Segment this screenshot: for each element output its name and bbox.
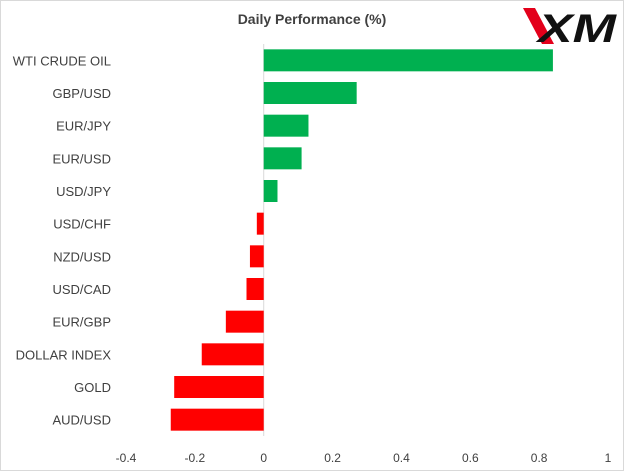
x-tick-label: 0	[260, 451, 267, 465]
category-label: EUR/JPY	[56, 119, 111, 134]
bar-usd-cad	[246, 278, 264, 300]
x-tick-label: 0.8	[531, 451, 548, 465]
category-label: USD/CHF	[53, 217, 111, 232]
x-tick-labels: -0.4 -0.2 0 0.2 0.4 0.6 0.8 1	[116, 451, 612, 465]
bar-eur-usd	[263, 147, 302, 170]
bar-dollar-index	[201, 343, 264, 366]
category-label: WTI CRUDE OIL	[13, 53, 111, 68]
bars-layer	[170, 49, 553, 431]
x-tick-label: 0.4	[393, 451, 410, 465]
bar-eur-gbp	[225, 310, 264, 333]
x-tick-label: 1	[605, 451, 612, 465]
category-label: GOLD	[74, 380, 111, 395]
bar-usd-jpy	[263, 180, 278, 202]
bar-gbp-usd	[263, 82, 357, 104]
bar-gold	[174, 376, 264, 398]
category-label: AUD/USD	[52, 413, 111, 428]
x-tick-label: -0.4	[116, 451, 137, 465]
category-label: NZD/USD	[53, 249, 111, 264]
bar-eur-jpy	[263, 114, 309, 137]
bar-usd-chf	[256, 212, 264, 235]
x-tick-label: 0.2	[324, 451, 341, 465]
logo-text: XM	[535, 7, 618, 48]
category-labels: WTI CRUDE OIL GBP/USD EUR/JPY EUR/USD USD/JP…	[13, 53, 112, 427]
bar-wti-crude-oil	[263, 49, 553, 72]
category-label: USD/JPY	[56, 184, 111, 199]
xm-logo: XM	[523, 7, 618, 48]
category-label: DOLLAR INDEX	[16, 347, 112, 362]
category-label: USD/CAD	[52, 282, 111, 297]
bar-aud-usd	[170, 408, 264, 431]
bar-nzd-usd	[249, 245, 264, 268]
category-label: EUR/GBP	[52, 315, 111, 330]
logo-red-slash	[523, 8, 554, 44]
chart-title: Daily Performance (%)	[237, 11, 387, 27]
category-label: GBP/USD	[52, 86, 111, 101]
category-label: EUR/USD	[52, 151, 111, 166]
x-tick-label: 0.6	[462, 451, 479, 465]
x-tick-label: -0.2	[185, 451, 206, 465]
